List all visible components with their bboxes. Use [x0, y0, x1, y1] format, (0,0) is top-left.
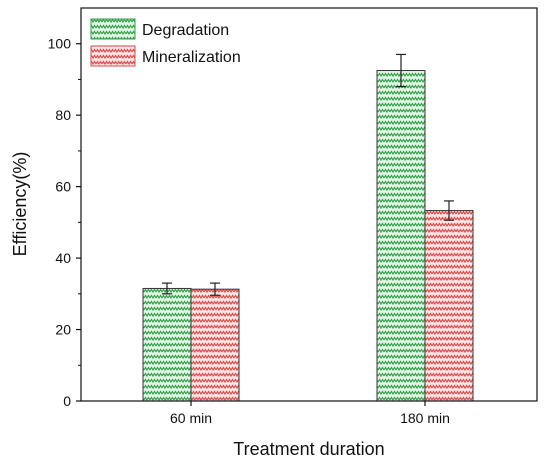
plot-frame	[80, 7, 538, 402]
legend-swatch-mineralization	[90, 45, 136, 67]
bar-mineralization-1	[190, 288, 240, 402]
error-bars-layer	[162, 53, 454, 296]
bars-layer	[142, 70, 474, 402]
bar-mineralization-2	[424, 210, 474, 402]
legend-swatch-degradation	[90, 18, 136, 40]
y-tick-label-80: 80	[55, 107, 71, 123]
legend: Degradation Mineralization	[90, 18, 241, 67]
bar-degradation-1	[142, 287, 192, 402]
error-bar-mineralization-2	[444, 200, 454, 221]
x-tick-label-1: 60 min	[170, 410, 212, 426]
y-tick-label-60: 60	[55, 179, 71, 195]
legend-label-degradation: Degradation	[142, 22, 229, 39]
y-tick-label-20: 20	[55, 322, 71, 338]
bar-degradation-2	[376, 70, 426, 402]
x-axis-title: Treatment duration	[233, 439, 384, 459]
x-tick-label-2: 180 min	[400, 410, 450, 426]
error-bar-degradation-2	[396, 53, 406, 88]
y-axis-title: Efficiency(%)	[10, 152, 30, 257]
x-axis: 60 min 180 min	[170, 401, 450, 426]
y-tick-label-100: 100	[48, 36, 72, 52]
y-tick-label-40: 40	[55, 250, 71, 266]
legend-label-mineralization: Mineralization	[142, 49, 241, 66]
y-tick-label-0: 0	[63, 393, 71, 409]
y-axis: 0 20 40 60 80 100	[48, 36, 81, 409]
error-bar-mineralization-1	[210, 282, 220, 296]
error-bar-degradation-1	[162, 282, 172, 295]
